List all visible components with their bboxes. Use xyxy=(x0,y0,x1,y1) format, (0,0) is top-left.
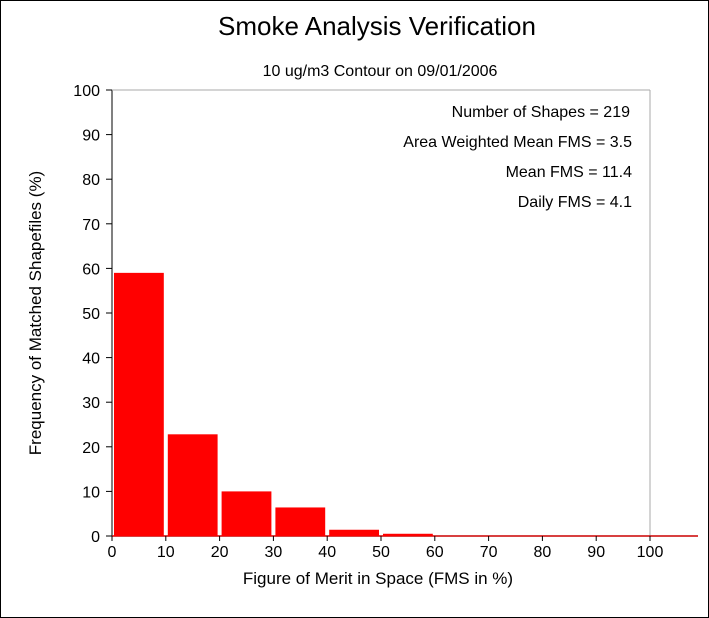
y-tick-label-5: 50 xyxy=(82,306,100,323)
y-tick-label-1: 10 xyxy=(82,484,100,501)
stat-line-2: Mean FMS = 11.4 xyxy=(506,164,633,181)
x-tick-label-5: 50 xyxy=(372,544,390,561)
stat-line-1: Area Weighted Mean FMS = 3.5 xyxy=(403,134,632,151)
x-tick-label-9: 90 xyxy=(587,544,605,561)
y-tick-label-8: 80 xyxy=(82,172,100,189)
stats-annotations: Number of Shapes = 219 Area Weighted Mean… xyxy=(403,104,632,211)
y-tick-label-0: 0 xyxy=(91,529,100,546)
x-tick-label-3: 30 xyxy=(265,544,283,561)
bar-2 xyxy=(221,491,272,536)
y-tick-label-7: 70 xyxy=(82,217,100,234)
bar-series xyxy=(114,272,433,536)
bar-1 xyxy=(167,434,218,536)
x-tick-label-10: 100 xyxy=(637,544,664,561)
y-axis-label: Frequency of Matched Shapefiles (%) xyxy=(26,171,45,455)
x-tick-label-6: 60 xyxy=(426,544,444,561)
bar-4 xyxy=(329,529,379,536)
x-tick-label-8: 80 xyxy=(534,544,552,561)
x-tick-label-2: 20 xyxy=(211,544,229,561)
y-tick-label-4: 40 xyxy=(82,351,100,368)
chart-title: Smoke Analysis Verification xyxy=(218,11,536,41)
x-axis-label: Figure of Merit in Space (FMS in %) xyxy=(243,569,513,588)
x-tick-label-7: 70 xyxy=(480,544,498,561)
y-tick-label-9: 90 xyxy=(82,128,100,145)
bar-0 xyxy=(114,272,164,536)
chart-subtitle: 10 ug/m3 Contour on 09/01/2006 xyxy=(263,63,498,80)
bar-5 xyxy=(383,533,433,536)
y-tick-label-10: 100 xyxy=(73,83,100,100)
x-axis-ticks: 0 10 20 30 40 50 60 70 80 90 100 xyxy=(108,536,664,561)
y-tick-label-3: 30 xyxy=(82,395,100,412)
y-tick-label-2: 20 xyxy=(82,440,100,457)
stat-line-3: Daily FMS = 4.1 xyxy=(518,194,632,211)
y-tick-label-6: 60 xyxy=(82,261,100,278)
y-axis-ticks: 0 10 20 30 40 50 60 70 80 90 100 xyxy=(73,83,112,546)
x-tick-label-0: 0 xyxy=(108,544,117,561)
x-tick-label-4: 40 xyxy=(318,544,336,561)
x-tick-label-1: 10 xyxy=(157,544,175,561)
bar-3 xyxy=(275,507,326,536)
stat-line-0: Number of Shapes = 219 xyxy=(452,104,630,121)
